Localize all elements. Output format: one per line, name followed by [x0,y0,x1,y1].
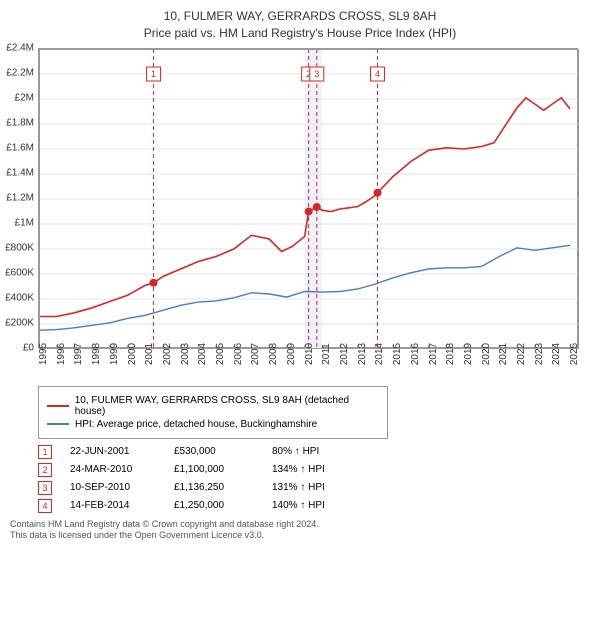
sale-marker-box: 1 [38,445,52,459]
y-tick-label: £0 [23,342,34,353]
sale-price: £530,000 [174,446,254,457]
x-tick-label: 2002 [162,342,173,364]
legend-swatch-hpi [47,423,69,425]
y-tick-label: £600K [5,267,34,278]
title-line-1: 10, FULMER WAY, GERRARDS CROSS, SL9 8AH [4,8,596,25]
x-tick-label: 1998 [91,342,102,364]
x-tick-label: 2006 [233,342,244,364]
y-axis: £0£200K£400K£600K£800K£1M£1.2M£1.4M£1.6M… [4,48,38,348]
footer-line-2: This data is licensed under the Open Gov… [10,530,590,542]
svg-text:1: 1 [151,69,156,79]
x-tick-label: 2001 [144,342,155,364]
x-tick-label: 2008 [268,342,279,364]
sale-row: 4 14-FEB-2014 £1,250,000 140% ↑ HPI [38,499,590,513]
footer-line-1: Contains HM Land Registry data © Crown c… [10,519,590,531]
x-tick-label: 1996 [56,342,67,364]
sale-hpi: 131% ↑ HPI [272,482,362,493]
x-tick-label: 2004 [197,342,208,364]
legend-label-property: 10, FULMER WAY, GERRARDS CROSS, SL9 8AH … [75,395,379,417]
x-tick-label: 2016 [410,342,421,364]
x-tick-label: 2007 [250,342,261,364]
x-tick-label: 2025 [569,342,580,364]
y-tick-label: £2M [15,92,34,103]
x-tick-label: 1999 [109,342,120,364]
y-tick-label: £1.8M [6,117,34,128]
x-tick-label: 2013 [357,342,368,364]
y-tick-label: £400K [5,292,34,303]
y-tick-label: £800K [5,242,34,253]
sale-row: 3 10-SEP-2010 £1,136,250 131% ↑ HPI [38,481,590,495]
y-tick-label: £2.2M [6,67,34,78]
legend-label-hpi: HPI: Average price, detached house, Buck… [75,419,317,430]
x-tick-label: 2000 [127,342,138,364]
chart-title-block: 10, FULMER WAY, GERRARDS CROSS, SL9 8AH … [4,8,596,42]
plot-area: 1234 [38,48,578,348]
x-tick-label: 2003 [180,342,191,364]
sales-table: 1 22-JUN-2001 £530,000 80% ↑ HPI 2 24-MAR-201… [38,445,590,513]
legend-row-hpi: HPI: Average price, detached house, Buck… [47,419,379,430]
y-tick-label: £1.6M [6,142,34,153]
y-tick-label: £2.4M [6,42,34,53]
x-tick-label: 1995 [38,342,49,364]
x-tick-label: 2011 [321,343,332,365]
sale-row: 1 22-JUN-2001 £530,000 80% ↑ HPI [38,445,590,459]
y-tick-label: £1M [15,217,34,228]
x-tick-label: 2019 [463,342,474,364]
sale-date: 14-FEB-2014 [70,500,156,511]
chart-area: £0£200K£400K£600K£800K£1M£1.2M£1.4M£1.6M… [38,48,598,378]
sale-marker-box: 4 [38,499,52,513]
sale-marker-box: 3 [38,481,52,495]
x-tick-label: 2012 [339,342,350,364]
sale-hpi: 134% ↑ HPI [272,464,362,475]
sale-date: 22-JUN-2001 [70,446,156,457]
x-tick-label: 2017 [428,342,439,364]
y-tick-label: £1.2M [6,192,34,203]
x-tick-label: 2020 [481,342,492,364]
x-tick-label: 2023 [534,342,545,364]
x-tick-label: 2015 [392,342,403,364]
x-tick-label: 2014 [374,342,385,364]
sale-hpi: 140% ↑ HPI [272,500,362,511]
sale-price: £1,250,000 [174,500,254,511]
sale-price: £1,100,000 [174,464,254,475]
svg-text:3: 3 [314,69,319,79]
legend-row-property: 10, FULMER WAY, GERRARDS CROSS, SL9 8AH … [47,395,379,417]
sale-price: £1,136,250 [174,482,254,493]
sale-date: 10-SEP-2010 [70,482,156,493]
x-tick-label: 1997 [73,342,84,364]
svg-text:4: 4 [375,69,380,79]
x-tick-label: 2010 [304,342,315,364]
x-tick-label: 2021 [498,342,509,364]
title-line-2: Price paid vs. HM Land Registry's House … [4,25,596,42]
y-tick-label: £1.4M [6,167,34,178]
sale-date: 24-MAR-2010 [70,464,156,475]
x-tick-label: 2024 [551,342,562,364]
footer-attribution: Contains HM Land Registry data © Crown c… [10,519,590,542]
legend: 10, FULMER WAY, GERRARDS CROSS, SL9 8AH … [38,386,388,439]
x-tick-label: 2005 [215,342,226,364]
x-axis: 1995199619971998199920002001200220032004… [38,348,578,378]
x-tick-label: 2018 [445,342,456,364]
x-tick-label: 2022 [516,342,527,364]
sale-hpi: 80% ↑ HPI [272,446,362,457]
sale-row: 2 24-MAR-2010 £1,100,000 134% ↑ HPI [38,463,590,477]
plot-svg: 1234 [39,49,579,349]
legend-swatch-property [47,405,69,407]
x-tick-label: 2009 [286,342,297,364]
y-tick-label: £200K [5,317,34,328]
sale-marker-box: 2 [38,463,52,477]
